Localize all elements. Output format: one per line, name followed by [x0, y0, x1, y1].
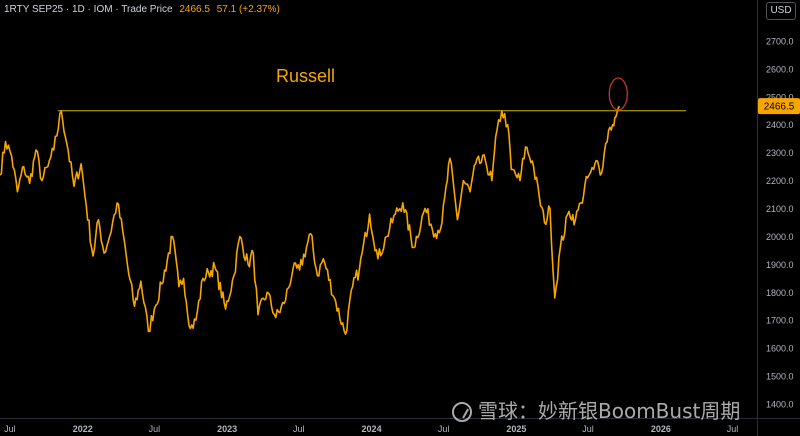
chart-title: Russell — [276, 66, 336, 86]
x-tick-label: Jul — [293, 424, 305, 434]
time-axis[interactable]: Jul 2022 Jul 2023 Jul 2024 Jul 2025 Jul 2026 Jul — [0, 418, 800, 435]
y-tick-label: 2700.0 — [766, 36, 794, 46]
price-change-value: 57.1 (+2.37%) — [216, 4, 280, 15]
y-tick-label: 2600.0 — [766, 64, 794, 74]
x-tick-label: 2023 — [217, 424, 237, 434]
snowball-logo-icon — [452, 402, 472, 422]
last-price-badge-label: 2466.5 — [764, 102, 795, 113]
y-tick-label: 2000.0 — [766, 232, 794, 242]
watermark-text: 雪球：妙新银BoomBust周期 — [478, 399, 741, 423]
last-price-badge — [758, 98, 800, 115]
x-tick-label: Jul — [149, 424, 161, 434]
x-tick-label: Jul — [582, 424, 594, 434]
x-tick-label: Jul — [727, 424, 739, 434]
symbol-header: 1RTY SEP25 · 1D · IOM · Trade Price 2466… — [4, 4, 280, 15]
y-tick-label: 1800.0 — [766, 288, 794, 298]
y-tick-label: 2100.0 — [766, 204, 794, 214]
watermark: 雪球：妙新银BoomBust周期 — [452, 395, 740, 424]
plot-area[interactable] — [0, 77, 686, 335]
y-tick-label: 1500.0 — [766, 372, 794, 382]
y-tick-label: 1700.0 — [766, 316, 794, 326]
x-tick-label: 2026 — [651, 424, 671, 434]
x-tick-label: Jul — [4, 424, 16, 434]
y-tick-label: 2500.0 — [766, 92, 794, 102]
currency-button[interactable]: USD — [766, 2, 796, 20]
price-axis[interactable]: 1400.0 1500.0 1600.0 1700.0 1800.0 1900.0 2000… — [757, 0, 800, 436]
last-price-value: 2466.5 — [179, 4, 210, 15]
y-tick-label: 1400.0 — [766, 400, 794, 410]
highlight-circle — [608, 77, 628, 111]
price-series-line[interactable] — [0, 105, 621, 335]
x-tick-label: 2022 — [73, 424, 93, 434]
x-tick-label: 2024 — [362, 424, 382, 434]
symbol-label[interactable]: 1RTY SEP25 · 1D · IOM · Trade Price — [4, 4, 173, 15]
y-tick-label: 2300.0 — [766, 148, 794, 158]
x-tick-label: 2025 — [506, 424, 526, 434]
y-tick-label: 1600.0 — [766, 344, 794, 354]
x-tick-label: Jul — [438, 424, 450, 434]
y-tick-label: 2200.0 — [766, 176, 794, 186]
y-tick-label: 1900.0 — [766, 260, 794, 270]
y-tick-label: 2400.0 — [766, 120, 794, 130]
